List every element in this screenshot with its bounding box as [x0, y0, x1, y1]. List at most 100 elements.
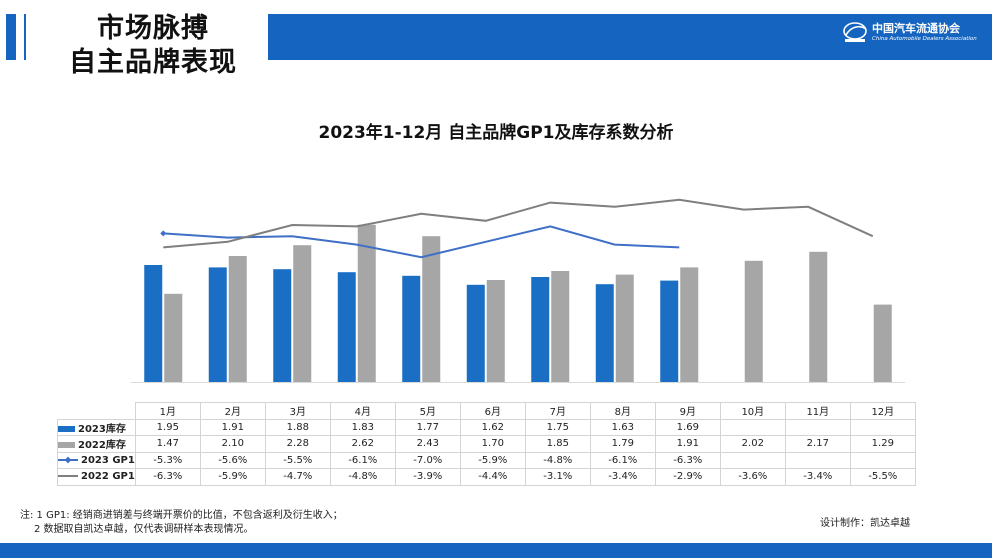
table-header-row: 1月 2月 3月 4月 5月 6月 7月 8月 9月 10月 11月 12月	[58, 402, 916, 420]
table-cell: -3.4%	[784, 468, 851, 486]
table-cell: 1.70	[459, 435, 526, 453]
bar-2022库存-1月	[164, 293, 183, 382]
design-credit: 设计制作：凯达卓越	[820, 518, 910, 529]
bar-2022库存-10月	[744, 260, 763, 382]
table-row: 2023库存 1.95 1.91 1.88 1.83 1.77 1.62 1.75 1.63 1.…	[57, 418, 916, 436]
bar-2022库存-12月	[873, 304, 892, 382]
bar-2022库存-8月	[615, 274, 634, 382]
legend-swatch	[58, 457, 78, 463]
legend-swatch	[58, 442, 75, 449]
series-label-2022库存: 2022库存	[57, 435, 136, 453]
table-cell: 1.77	[394, 418, 461, 436]
bar-2023库存-7月	[531, 277, 550, 382]
footnote-2: 2 数据取自凯达卓越，仅代表调研样本表现情况。	[34, 524, 254, 535]
line-marker-2023 GP1	[160, 230, 167, 237]
table-cell: 1.88	[264, 418, 331, 436]
bar-2023库存-8月	[595, 284, 614, 382]
legend-text: 2022库存	[78, 440, 126, 452]
bar-2022库存-4月	[357, 224, 376, 382]
chart-plot	[131, 198, 905, 383]
table-cell: 1.83	[329, 418, 396, 436]
header-accent-bar	[6, 14, 16, 60]
table-cell: -6.3%	[654, 451, 721, 469]
bar-2022库存-3月	[293, 245, 312, 382]
bar-2022库存-7月	[551, 271, 570, 382]
table-cell: 2.62	[329, 435, 396, 453]
month-header-3: 3月	[264, 402, 331, 420]
table-cell	[849, 451, 916, 469]
legend-swatch	[58, 425, 75, 432]
table-cell: 1.91	[199, 418, 266, 436]
table-corner	[58, 403, 136, 420]
footnotes: 注: 1 GP1: 经销商进销差与终端开票价的比值，不包含返利及衍生收入； 2 …	[20, 509, 343, 537]
table-cell: -6.1%	[329, 451, 396, 469]
table-cell	[784, 418, 851, 436]
table-cell: -7.0%	[394, 451, 461, 469]
table-cell: -4.8%	[329, 468, 396, 486]
month-header-10: 10月	[719, 402, 786, 420]
table-cell: 2.28	[264, 435, 331, 453]
header-accent-line	[24, 14, 26, 60]
table-cell: -5.9%	[459, 451, 526, 469]
bar-2022库存-6月	[486, 280, 505, 382]
month-header-9: 9月	[654, 402, 721, 420]
table-cell	[784, 451, 851, 469]
page-title: 市场脉搏 自主品牌表现	[40, 12, 266, 80]
series-label-2023 GP1: 2023 GP1	[57, 451, 136, 469]
table-cell: 1.29	[849, 435, 916, 453]
bar-2022库存-2月	[228, 256, 247, 382]
bar-2023库存-1月	[144, 265, 163, 382]
bar-2023库存-2月	[208, 267, 227, 382]
table-cell: 1.91	[654, 435, 721, 453]
bar-2023库存-3月	[273, 269, 292, 382]
table-cell: 1.47	[134, 435, 201, 453]
legend-text: 2022 GP1	[81, 471, 135, 483]
legend-swatch	[58, 473, 78, 479]
header-band	[268, 14, 992, 60]
chart-title: 2023年1-12月 自主品牌GP1及库存系数分析	[318, 123, 674, 143]
table-cell: -3.6%	[719, 468, 786, 486]
table-cell: 1.85	[524, 435, 591, 453]
table-cell: 1.63	[589, 418, 656, 436]
table-cell	[719, 418, 786, 436]
bar-2023库存-4月	[337, 272, 356, 382]
table-cell: 2.02	[719, 435, 786, 453]
footer-band	[0, 543, 992, 558]
bar-2023库存-6月	[466, 284, 485, 382]
table-cell: -5.6%	[199, 451, 266, 469]
table-cell: -6.1%	[589, 451, 656, 469]
table-cell: 2.10	[199, 435, 266, 453]
month-header-2: 2月	[199, 402, 266, 420]
table-cell	[849, 418, 916, 436]
table-cell	[719, 451, 786, 469]
series-label-2022 GP1: 2022 GP1	[57, 468, 136, 486]
month-header-11: 11月	[784, 402, 851, 420]
table-cell: -4.7%	[264, 468, 331, 486]
bar-2023库存-5月	[402, 275, 421, 382]
cada-logo: 中国汽车流通协会 China Automobile Dealers Associ…	[842, 20, 977, 44]
footnote-1: 注: 1 GP1: 经销商进销差与终端开票价的比值，不包含返利及衍生收入；	[20, 510, 343, 521]
table-cell: -3.4%	[589, 468, 656, 486]
table-cell: -6.3%	[134, 468, 201, 486]
logo-text-en: China Automobile Dealers Association	[872, 35, 977, 42]
line-2023 GP1	[163, 225, 680, 259]
table-cell: -5.3%	[134, 451, 201, 469]
table-row: 2023 GP1 -5.3% -5.6% -5.5% -6.1% -7.0% -5.9% -4…	[57, 451, 916, 469]
legend-text: 2023库存	[78, 423, 126, 435]
bar-2022库存-11月	[809, 251, 828, 382]
logo-text-cn: 中国汽车流通协会	[872, 21, 960, 35]
table-cell: -3.9%	[394, 468, 461, 486]
bar-2022库存-5月	[422, 236, 441, 382]
page-title-line1: 市场脉搏	[97, 13, 209, 44]
table-row: 2022库存 1.47 2.10 2.28 2.62 2.43 1.70 1.85 1.79 1.…	[57, 435, 916, 453]
month-header-12: 12月	[849, 402, 916, 420]
legend-text: 2023 GP1	[81, 454, 135, 466]
table-row: 2022 GP1 -6.3% -5.9% -4.7% -4.8% -3.9% -4.4% -3…	[57, 468, 916, 486]
month-header-6: 6月	[459, 402, 526, 420]
month-header-8: 8月	[589, 402, 656, 420]
month-header-4: 4月	[329, 402, 396, 420]
bar-2023库存-9月	[660, 280, 679, 382]
month-header-7: 7月	[524, 402, 591, 420]
table-cell: 2.17	[784, 435, 851, 453]
bar-2022库存-9月	[680, 267, 699, 382]
